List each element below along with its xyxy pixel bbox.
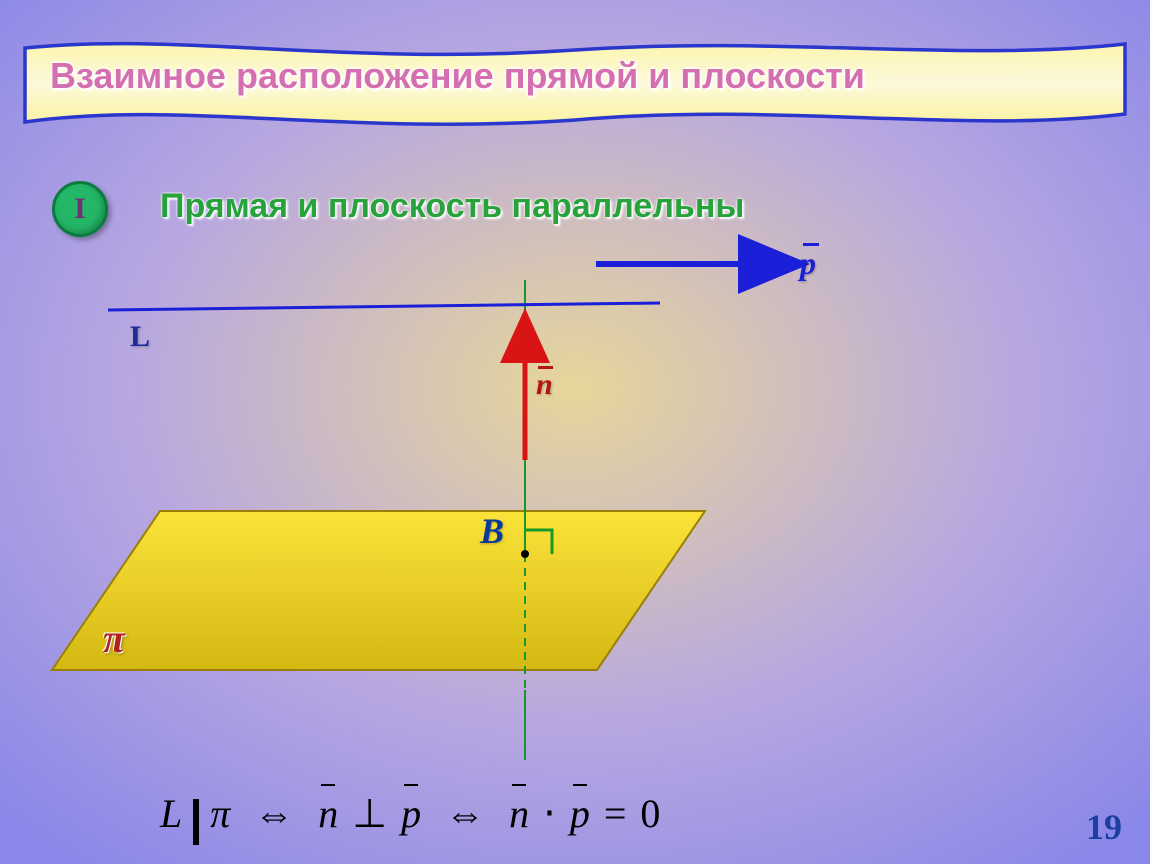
equals-symbol: = (604, 790, 627, 837)
perp-symbol: ⊥ (352, 790, 387, 837)
geometry-diagram (0, 0, 1150, 864)
label-pi: π (103, 615, 125, 662)
iff-2: ⇔ (445, 790, 485, 837)
label-p: p (800, 245, 816, 282)
formula-p1: p (401, 790, 421, 837)
iff-1: ⇔ (254, 790, 294, 837)
formula-n1: n (318, 790, 338, 837)
dot-symbol: ⋅ (543, 790, 556, 837)
formula-pi: π (210, 790, 230, 837)
formula-p2: p (570, 790, 590, 837)
zero: 0 (640, 790, 660, 837)
line-l (108, 303, 660, 310)
formula: L π ⇔ n ⊥ p ⇔ n ⋅ p = 0 (160, 790, 660, 837)
formula-n2: n (509, 790, 529, 837)
label-l: L (130, 320, 150, 354)
formula-l: L (160, 790, 182, 837)
page-number: 19 (1086, 806, 1122, 848)
point-b (521, 550, 529, 558)
plane-pi (52, 511, 705, 670)
label-b: B (480, 510, 504, 552)
label-n: n (536, 368, 553, 402)
